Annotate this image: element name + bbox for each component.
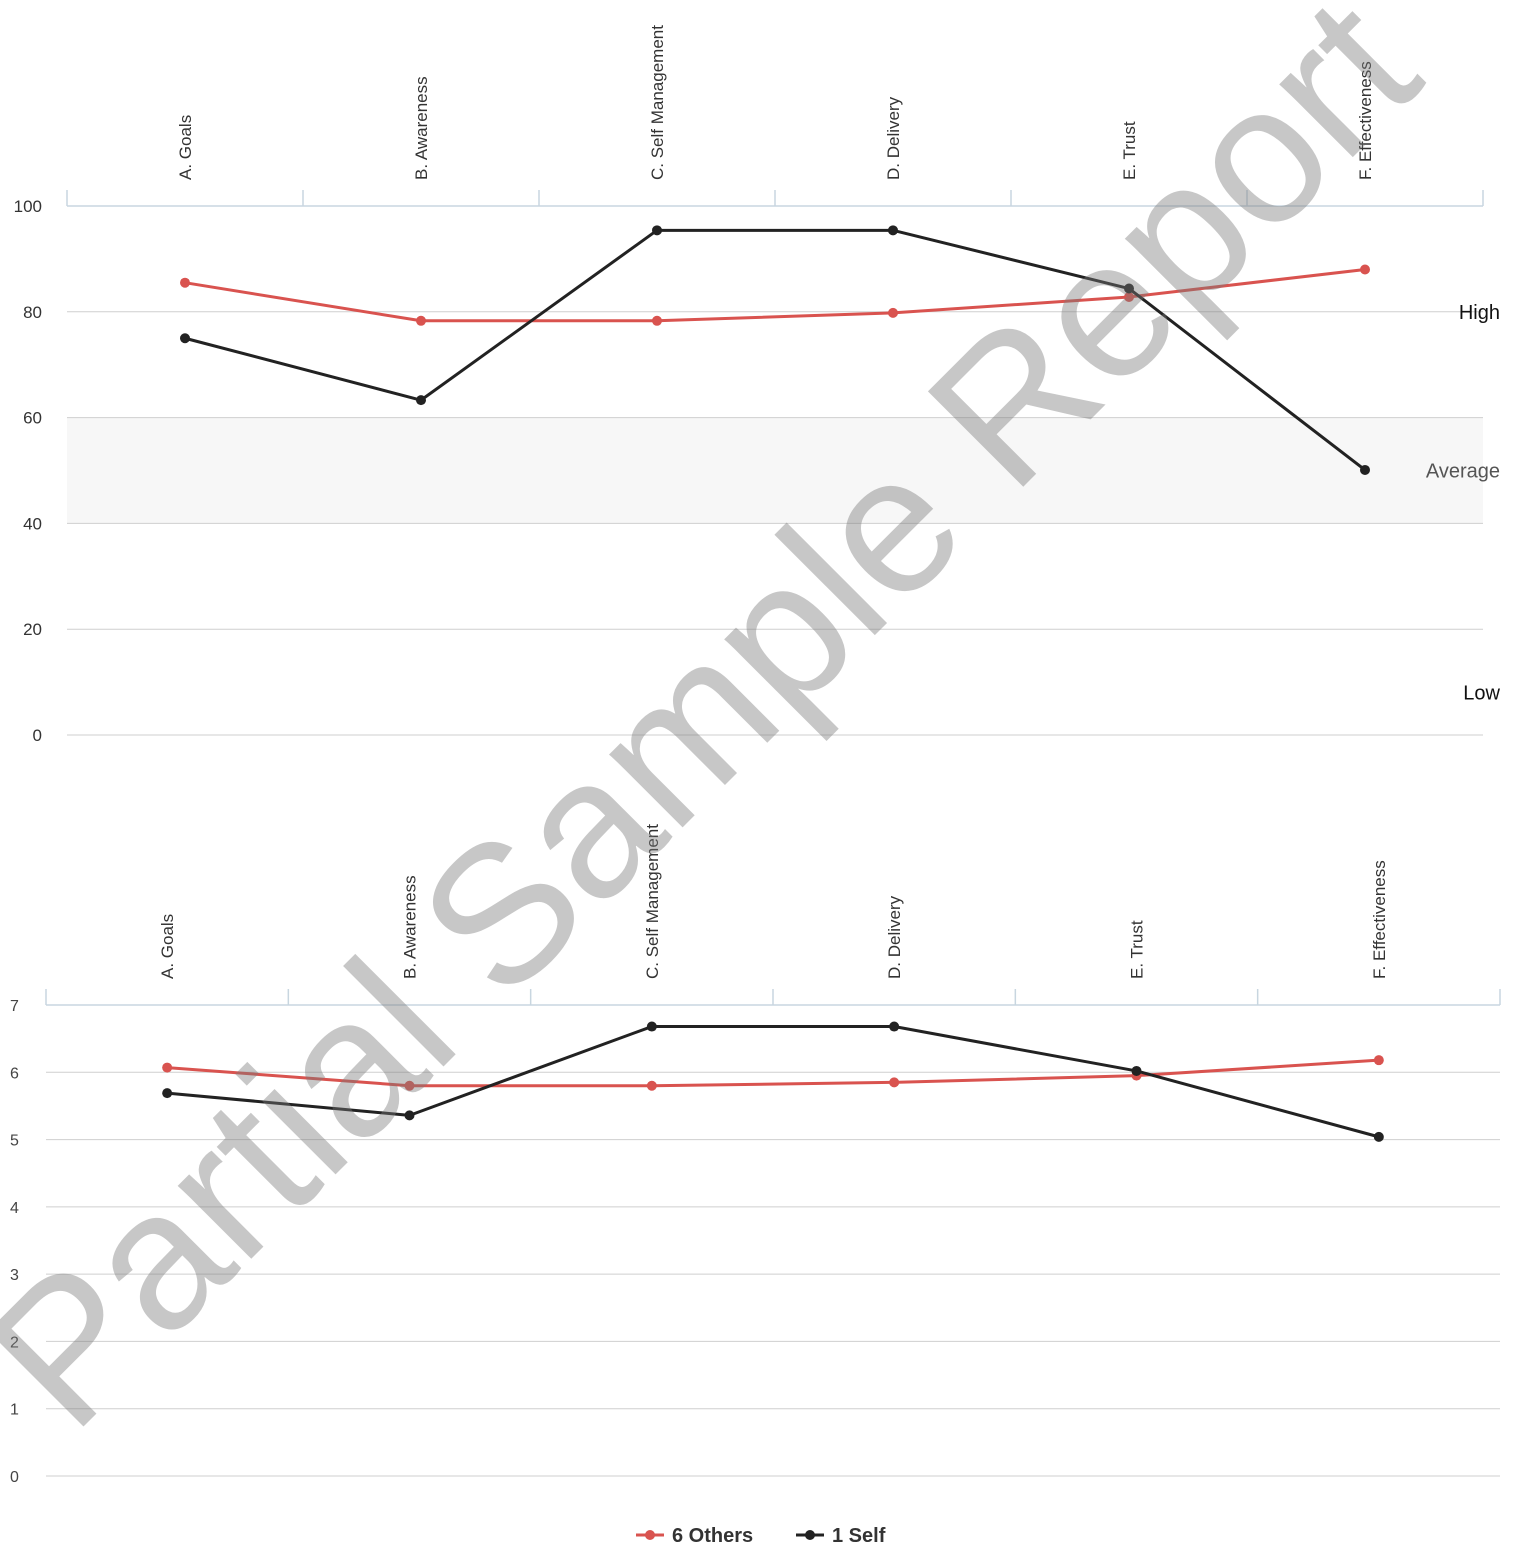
watermark-text: Partial Sample Report [0, 0, 1458, 1468]
series-line-1 [167, 1025, 1380, 1139]
y-tick-label: 2 [10, 1334, 19, 1351]
data-point-0-1[interactable] [404, 1080, 415, 1091]
y-tick-label: 5 [10, 1133, 19, 1150]
category-label: A. Goals [176, 115, 195, 180]
category-label: E. Trust [1128, 920, 1147, 979]
data-point-1-1[interactable] [416, 395, 426, 406]
series-line-0 [184, 267, 1366, 323]
category-label: C. Self Management [643, 824, 662, 979]
data-point-0-2[interactable] [652, 315, 662, 326]
data-point-1-0[interactable] [162, 1088, 173, 1099]
data-point-1-3[interactable] [889, 1021, 900, 1032]
data-point-1-2[interactable] [652, 225, 662, 236]
band-label-high: High [1459, 302, 1500, 324]
data-point-0-0[interactable] [180, 277, 190, 288]
category-label: F. Effectiveness [1356, 61, 1375, 180]
data-point-1-2[interactable] [646, 1021, 657, 1032]
y-tick-label: 20 [23, 620, 42, 639]
data-point-1-5[interactable] [1373, 1131, 1384, 1142]
data-point-0-0[interactable] [162, 1062, 173, 1073]
data-point-0-5[interactable] [1373, 1055, 1384, 1066]
average-band [67, 417, 1483, 524]
y-tick-label: 80 [23, 303, 42, 322]
legend-item-0[interactable]: 6 Others [672, 1525, 753, 1547]
band-label-average: Average [1426, 461, 1500, 483]
data-point-0-5[interactable] [1360, 264, 1370, 275]
y-tick-label: 0 [10, 1469, 19, 1486]
category-label: B. Awareness [401, 875, 420, 979]
data-point-1-1[interactable] [404, 1110, 415, 1121]
y-tick-label: 100 [14, 197, 42, 216]
legend-swatch-dot [645, 1530, 655, 1540]
data-point-0-3[interactable] [889, 1077, 900, 1088]
y-tick-label: 7 [10, 998, 19, 1015]
category-label: D. Delivery [884, 96, 903, 180]
y-tick-label: 6 [10, 1065, 19, 1082]
data-point-1-3[interactable] [888, 225, 898, 236]
data-point-1-4[interactable] [1124, 283, 1134, 294]
data-point-0-1[interactable] [416, 315, 426, 326]
series-line-1 [184, 228, 1366, 472]
y-tick-label: 0 [33, 726, 42, 745]
data-point-1-5[interactable] [1360, 464, 1370, 475]
data-point-0-4[interactable] [1124, 291, 1134, 302]
chart-2: 0 1 2 3 4 5 6 7 A. Goals B. Awareness C. Self Mana… [10, 824, 1501, 1486]
legend-swatch-dot [805, 1530, 815, 1540]
y-tick-label: 1 [10, 1402, 19, 1419]
category-label: A. Goals [158, 914, 177, 979]
data-point-1-4[interactable] [1131, 1065, 1142, 1076]
category-label: E. Trust [1120, 121, 1139, 180]
y-tick-label: 60 [23, 409, 42, 428]
data-point-0-2[interactable] [646, 1080, 657, 1091]
data-point-1-0[interactable] [180, 333, 190, 344]
category-label: F. Effectiveness [1370, 860, 1389, 979]
legend: 6 Others 1 Self [636, 1525, 886, 1547]
y-tick-label: 4 [10, 1200, 19, 1217]
category-label: C. Self Management [648, 25, 667, 180]
series-line-0 [167, 1058, 1379, 1088]
category-label: D. Delivery [885, 895, 904, 979]
category-label: B. Awareness [412, 76, 431, 180]
band-label-low: Low [1463, 683, 1500, 705]
data-point-0-3[interactable] [888, 307, 898, 318]
y-tick-label: 3 [10, 1267, 19, 1284]
legend-item-1[interactable]: 1 Self [832, 1525, 886, 1547]
chart-1: 0 20 40 60 80 100 A. Goals B. Awareness C. Self … [14, 25, 1501, 745]
y-tick-label: 40 [23, 514, 42, 533]
